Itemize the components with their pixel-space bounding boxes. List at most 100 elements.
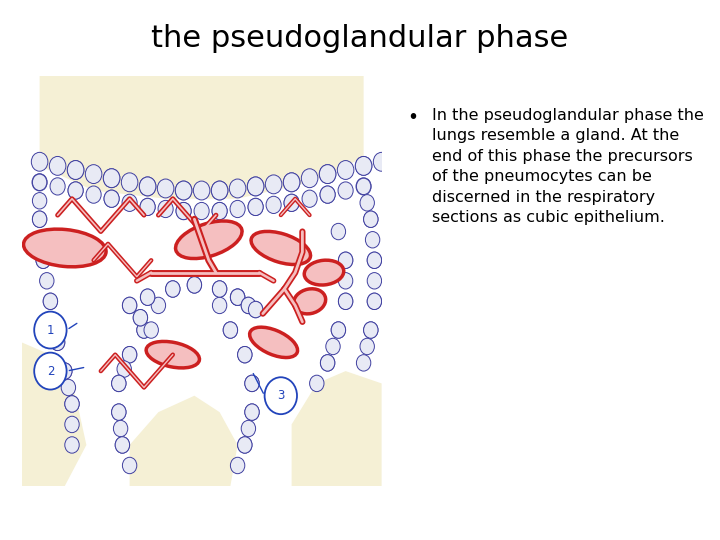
Circle shape [212, 297, 227, 314]
Polygon shape [292, 371, 382, 486]
Circle shape [122, 297, 137, 314]
Circle shape [230, 289, 245, 306]
Circle shape [166, 281, 180, 297]
Circle shape [122, 457, 137, 474]
Circle shape [338, 273, 353, 289]
Polygon shape [130, 396, 238, 486]
Circle shape [338, 252, 353, 268]
Circle shape [360, 194, 374, 211]
Circle shape [331, 322, 346, 338]
Circle shape [112, 404, 126, 420]
Ellipse shape [294, 289, 325, 314]
Circle shape [338, 293, 353, 309]
Circle shape [104, 190, 120, 207]
Circle shape [140, 289, 155, 306]
Circle shape [140, 198, 156, 215]
Circle shape [47, 314, 61, 330]
Circle shape [248, 177, 264, 196]
Text: the pseudoglandular phase: the pseudoglandular phase [151, 24, 569, 53]
Circle shape [144, 322, 158, 338]
Circle shape [50, 178, 65, 195]
Polygon shape [22, 342, 86, 486]
Circle shape [364, 322, 378, 338]
Circle shape [112, 375, 126, 391]
Circle shape [320, 165, 336, 184]
Circle shape [266, 175, 282, 194]
Circle shape [193, 181, 210, 200]
Circle shape [356, 355, 371, 371]
Circle shape [230, 289, 245, 306]
Circle shape [194, 202, 209, 220]
Circle shape [104, 190, 120, 207]
Circle shape [34, 232, 49, 248]
Circle shape [338, 160, 354, 179]
Circle shape [284, 194, 300, 212]
Circle shape [35, 353, 66, 389]
Circle shape [58, 363, 72, 379]
Circle shape [230, 289, 245, 306]
Circle shape [61, 379, 76, 396]
Circle shape [284, 173, 300, 192]
Circle shape [49, 157, 66, 176]
Ellipse shape [250, 327, 297, 357]
Circle shape [158, 200, 173, 218]
Circle shape [367, 273, 382, 289]
Circle shape [241, 297, 256, 314]
Ellipse shape [305, 260, 343, 285]
Circle shape [32, 174, 47, 191]
Text: In the pseudoglandular phase the
lungs resemble a gland. At the
end of this phas: In the pseudoglandular phase the lungs r… [432, 108, 704, 225]
Circle shape [40, 273, 54, 289]
Circle shape [32, 174, 48, 191]
Circle shape [112, 375, 126, 391]
Circle shape [320, 355, 335, 371]
Circle shape [140, 289, 155, 306]
Circle shape [248, 301, 263, 318]
Circle shape [115, 437, 130, 453]
Circle shape [367, 293, 382, 309]
Circle shape [43, 293, 58, 309]
Circle shape [230, 457, 245, 474]
Circle shape [338, 293, 353, 309]
Circle shape [121, 173, 138, 192]
Circle shape [32, 193, 47, 209]
Circle shape [133, 309, 148, 326]
Circle shape [241, 297, 256, 314]
Circle shape [338, 252, 353, 268]
Circle shape [320, 186, 336, 203]
Circle shape [85, 165, 102, 184]
Circle shape [331, 322, 346, 338]
Circle shape [265, 377, 297, 414]
Circle shape [223, 322, 238, 338]
Circle shape [68, 182, 84, 199]
Circle shape [364, 211, 378, 227]
Ellipse shape [251, 232, 310, 265]
Circle shape [176, 181, 192, 200]
Circle shape [68, 182, 84, 199]
Circle shape [284, 194, 300, 212]
Circle shape [176, 202, 192, 220]
Ellipse shape [146, 341, 199, 368]
Circle shape [32, 211, 47, 227]
Circle shape [356, 157, 372, 176]
Circle shape [238, 347, 252, 363]
Circle shape [140, 198, 156, 215]
Circle shape [122, 347, 137, 363]
Circle shape [176, 181, 192, 200]
Circle shape [212, 202, 228, 220]
Polygon shape [40, 76, 364, 199]
Circle shape [230, 200, 245, 218]
Circle shape [364, 322, 378, 338]
Circle shape [35, 312, 66, 348]
Circle shape [356, 178, 372, 195]
Circle shape [212, 281, 227, 297]
Circle shape [238, 347, 252, 363]
Circle shape [367, 252, 382, 268]
Circle shape [58, 363, 72, 379]
Circle shape [326, 338, 341, 355]
Circle shape [140, 177, 156, 196]
Circle shape [166, 281, 180, 297]
Circle shape [50, 334, 65, 350]
Circle shape [65, 437, 79, 453]
Circle shape [245, 404, 259, 420]
Circle shape [360, 338, 374, 355]
